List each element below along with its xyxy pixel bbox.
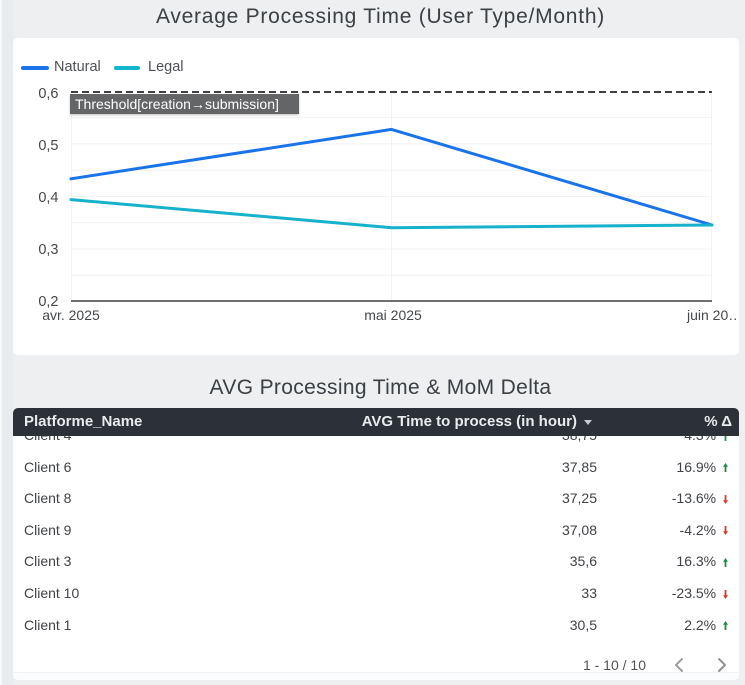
svg-text:avr. 2025: avr. 2025 [42,307,100,323]
svg-text:0,5: 0,5 [38,138,58,154]
svg-text:0,6: 0,6 [38,86,58,102]
svg-text:mai 2025: mai 2025 [364,307,422,323]
svg-text:0,4: 0,4 [38,190,58,206]
svg-text:juin 20…: juin 20… [686,307,739,323]
svg-text:0,2: 0,2 [38,294,58,310]
svg-text:0,3: 0,3 [38,242,58,258]
